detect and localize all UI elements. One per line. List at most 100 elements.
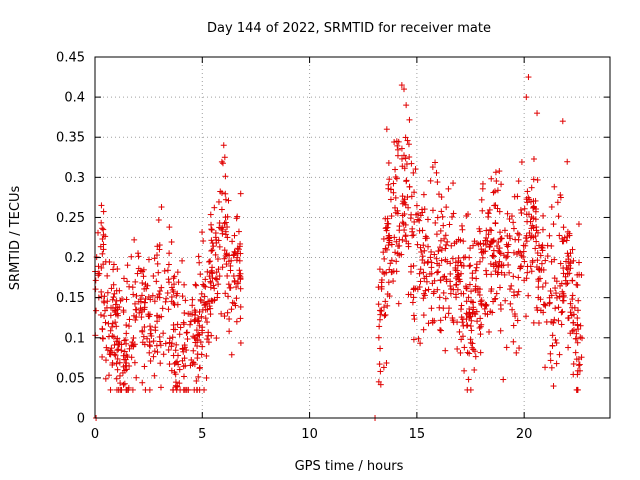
data-point — [486, 244, 493, 251]
data-point — [235, 246, 242, 253]
data-point — [99, 335, 106, 342]
data-point — [381, 304, 388, 311]
data-point — [116, 338, 123, 345]
data-point — [104, 272, 111, 279]
data-point — [179, 257, 186, 264]
data-point — [199, 229, 206, 236]
data-point — [417, 266, 424, 273]
data-point — [195, 373, 202, 380]
data-point — [378, 285, 385, 292]
data-point — [402, 221, 409, 228]
data-point — [101, 293, 108, 300]
data-point — [202, 276, 209, 283]
data-point — [458, 222, 465, 229]
data-point — [151, 372, 158, 379]
data-point — [235, 228, 242, 235]
data-point — [491, 188, 498, 195]
data-point — [560, 270, 567, 277]
data-point — [528, 225, 535, 232]
data-point — [166, 339, 173, 346]
data-point — [526, 230, 533, 237]
data-point — [108, 285, 115, 292]
data-point — [389, 268, 396, 275]
data-point — [524, 199, 531, 206]
data-point — [485, 231, 492, 238]
data-point — [466, 314, 473, 321]
data-point — [136, 309, 143, 316]
data-point — [114, 355, 121, 362]
data-point — [132, 278, 139, 285]
data-point — [172, 347, 179, 354]
data-point — [463, 284, 470, 291]
y-tick-label: 0.4 — [64, 91, 85, 106]
data-point — [523, 238, 530, 245]
data-point — [414, 216, 421, 223]
data-point — [486, 328, 493, 335]
data-point — [564, 158, 571, 165]
data-point — [457, 349, 464, 356]
data-point — [205, 339, 212, 346]
data-point — [383, 126, 390, 133]
data-point — [194, 386, 201, 393]
data-point — [159, 305, 166, 312]
data-point — [533, 238, 540, 245]
data-point — [542, 364, 549, 371]
data-point — [190, 347, 197, 354]
data-point — [575, 355, 582, 362]
data-point — [510, 322, 517, 329]
data-point — [208, 297, 215, 304]
data-point — [553, 294, 560, 301]
data-point — [166, 250, 173, 257]
data-point — [123, 359, 130, 366]
data-point — [162, 340, 169, 347]
data-point — [138, 314, 145, 321]
data-point — [114, 347, 121, 354]
data-point — [479, 185, 486, 192]
data-point — [117, 380, 124, 387]
data-point — [115, 341, 122, 348]
data-point — [403, 178, 410, 185]
data-point — [142, 295, 149, 302]
data-point — [92, 286, 99, 293]
data-point — [195, 315, 202, 322]
data-point — [420, 295, 427, 302]
data-point — [466, 350, 473, 357]
data-point — [420, 290, 427, 297]
data-point — [532, 208, 539, 215]
data-point — [530, 198, 537, 205]
data-point — [99, 236, 106, 243]
data-point — [460, 254, 467, 261]
data-point — [213, 276, 220, 283]
data-point — [473, 275, 480, 282]
data-point — [415, 335, 422, 342]
data-point — [483, 241, 490, 248]
data-point — [510, 225, 517, 232]
data-point — [137, 267, 144, 274]
data-point — [233, 295, 240, 302]
data-point — [468, 327, 475, 334]
data-point — [231, 278, 238, 285]
data-point — [480, 248, 487, 255]
data-point — [472, 283, 479, 290]
data-point — [438, 208, 445, 215]
x-tick-label: 5 — [198, 427, 206, 442]
data-point — [515, 178, 522, 185]
data-point — [401, 210, 408, 217]
data-point — [123, 366, 130, 373]
data-point — [492, 220, 499, 227]
data-point — [110, 294, 117, 301]
data-point — [95, 263, 102, 270]
data-point — [492, 268, 499, 275]
data-point — [478, 196, 485, 203]
data-point — [501, 227, 508, 234]
data-point — [410, 294, 417, 301]
data-point — [202, 301, 209, 308]
data-point — [557, 260, 564, 267]
data-point — [388, 241, 395, 248]
data-point — [458, 302, 465, 309]
data-point — [383, 224, 390, 231]
data-point — [121, 356, 128, 363]
data-point — [533, 264, 540, 271]
data-point — [121, 380, 128, 387]
data-point — [528, 184, 535, 191]
